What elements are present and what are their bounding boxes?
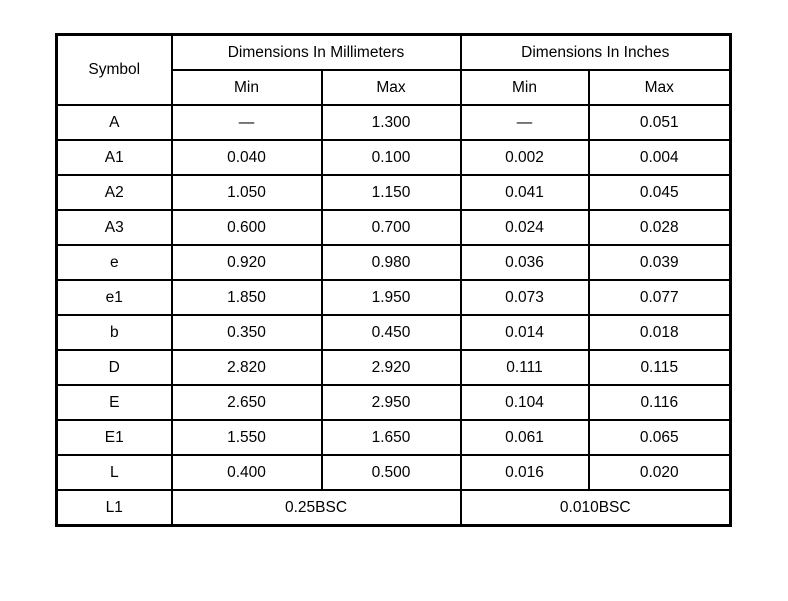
in-max-cell: 0.115 [587, 349, 732, 386]
mm-max-cell: 1.950 [320, 279, 462, 316]
in-max-cell: 0.039 [587, 244, 732, 281]
in-min-cell: 0.002 [459, 139, 590, 176]
in-min-cell: 0.073 [459, 279, 590, 316]
table-row: e1 1.850 1.950 0.073 0.077 [55, 279, 732, 316]
mm-min-cell: 0.600 [170, 209, 323, 246]
mm-max-cell: 0.100 [320, 139, 462, 176]
mm-min-cell: 1.050 [170, 174, 323, 211]
mm-min-cell: 0.040 [170, 139, 323, 176]
mm-min-cell: 0.920 [170, 244, 323, 281]
dimensions-table: Symbol Dimensions In Millimeters Dimensi… [55, 33, 733, 527]
mm-min-cell: 1.550 [170, 419, 323, 456]
in-max-cell: 0.116 [587, 384, 732, 421]
in-min-cell: — [459, 104, 590, 141]
symbol-cell: A1 [55, 139, 173, 176]
header-row-groups: Symbol Dimensions In Millimeters Dimensi… [55, 33, 732, 106]
mm-max-cell: 0.500 [320, 454, 462, 491]
table-row: b 0.350 0.450 0.014 0.018 [55, 314, 732, 351]
mm-min-cell: 2.820 [170, 349, 323, 386]
symbol-cell: L [55, 454, 173, 491]
mm-max-cell: 2.920 [320, 349, 462, 386]
mm-min-cell: — [170, 104, 323, 141]
in-max-cell: 0.051 [587, 104, 732, 141]
in-bsc-cell: 0.010BSC [459, 489, 732, 527]
header-row-minmax: Min Max Min Max [57, 69, 732, 106]
mm-min-header: Min [170, 69, 323, 106]
in-min-cell: 0.016 [459, 454, 590, 491]
table-row: D 2.820 2.920 0.111 0.115 [55, 349, 732, 386]
table-row: A2 1.050 1.150 0.041 0.045 [55, 174, 732, 211]
mm-bsc-cell: 0.25BSC [170, 489, 462, 527]
in-min-cell: 0.104 [459, 384, 590, 421]
in-min-cell: 0.024 [459, 209, 590, 246]
in-max-cell: 0.020 [587, 454, 732, 491]
symbol-cell: L1 [55, 489, 173, 527]
table-body: A — 1.300 — 0.051 A1 0.040 0.100 0.002 0… [55, 104, 732, 527]
table-row: E1 1.550 1.650 0.061 0.065 [55, 419, 732, 456]
in-min-cell: 0.111 [459, 349, 590, 386]
table-row: A — 1.300 — 0.051 [55, 104, 732, 141]
in-min-cell: 0.014 [459, 314, 590, 351]
in-min-header: Min [459, 69, 590, 106]
symbol-cell: A [55, 104, 173, 141]
mm-max-cell: 1.300 [320, 104, 462, 141]
mm-min-cell: 1.850 [170, 279, 323, 316]
in-max-cell: 0.028 [587, 209, 732, 246]
mm-min-cell: 0.350 [170, 314, 323, 351]
mm-max-cell: 1.650 [320, 419, 462, 456]
symbol-cell: e1 [55, 279, 173, 316]
symbol-header: Symbol [55, 33, 173, 106]
symbol-cell: A3 [55, 209, 173, 246]
inches-group-header: Dimensions In Inches [459, 33, 732, 71]
in-min-cell: 0.061 [459, 419, 590, 456]
mm-max-cell: 2.950 [320, 384, 462, 421]
in-max-header: Max [587, 69, 732, 106]
mm-max-cell: 0.980 [320, 244, 462, 281]
table-row: A1 0.040 0.100 0.002 0.004 [55, 139, 732, 176]
table-row: L 0.400 0.500 0.016 0.020 [55, 454, 732, 491]
symbol-cell: A2 [55, 174, 173, 211]
in-min-cell: 0.036 [459, 244, 590, 281]
table-row: A3 0.600 0.700 0.024 0.028 [55, 209, 732, 246]
mm-max-cell: 0.700 [320, 209, 462, 246]
mm-group-header: Dimensions In Millimeters [170, 33, 462, 71]
symbol-cell: D [55, 349, 173, 386]
table-row: e 0.920 0.980 0.036 0.039 [55, 244, 732, 281]
symbol-cell: E [55, 384, 173, 421]
table-row-span: L1 0.25BSC 0.010BSC [55, 489, 732, 527]
in-max-cell: 0.018 [587, 314, 732, 351]
in-min-cell: 0.041 [459, 174, 590, 211]
symbol-cell: b [55, 314, 173, 351]
in-max-cell: 0.077 [587, 279, 732, 316]
mm-max-cell: 1.150 [320, 174, 462, 211]
table-header: Symbol Dimensions In Millimeters Dimensi… [55, 33, 732, 106]
mm-min-cell: 0.400 [170, 454, 323, 491]
symbol-cell: E1 [55, 419, 173, 456]
in-max-cell: 0.045 [587, 174, 732, 211]
mm-min-cell: 2.650 [170, 384, 323, 421]
mm-max-header: Max [320, 69, 462, 106]
mm-max-cell: 0.450 [320, 314, 462, 351]
table-row: E 2.650 2.950 0.104 0.116 [55, 384, 732, 421]
symbol-cell: e [55, 244, 173, 281]
in-max-cell: 0.065 [587, 419, 732, 456]
in-max-cell: 0.004 [587, 139, 732, 176]
